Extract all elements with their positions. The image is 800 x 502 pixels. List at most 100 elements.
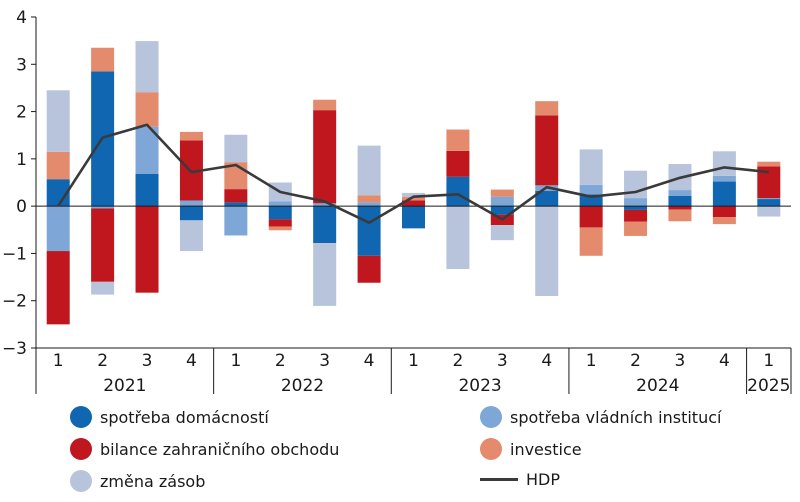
x-tick-label: 1: [408, 351, 419, 371]
x-tick-label: 2: [97, 351, 108, 371]
bar-segment: [135, 126, 159, 174]
legend-label: spotřeba domácností: [100, 407, 269, 427]
x-tick-label: 4: [541, 351, 552, 371]
y-tick-label: 1: [16, 150, 27, 170]
bar-segment: [313, 203, 337, 207]
x-tick-label: 4: [719, 351, 730, 371]
legend-label: investice: [510, 439, 582, 459]
legend-label: změna zásob: [100, 471, 206, 491]
bar-segment: [490, 196, 514, 207]
bar-segment: [668, 206, 692, 210]
legend-item-inventory: změna zásob: [70, 470, 205, 492]
legend-label: spotřeba vládních institucí: [510, 407, 722, 427]
bar-segment: [357, 206, 381, 256]
bar-segment: [135, 206, 159, 293]
x-tick-label: 2: [630, 351, 641, 371]
bar-segment: [579, 149, 603, 185]
y-tick-label: 2: [16, 103, 27, 123]
y-tick-label: −2: [2, 292, 27, 312]
x-tick-label: 1: [763, 351, 774, 371]
bar-segment: [135, 41, 159, 93]
legend-swatch: [70, 438, 92, 460]
y-tick-label: −3: [2, 339, 27, 359]
bar-segment: [268, 201, 292, 207]
bar-segment: [624, 198, 648, 207]
x-tick-label: 1: [230, 351, 241, 371]
year-label: 2021: [103, 376, 146, 396]
bar-segment: [179, 206, 203, 221]
year-label: 2022: [281, 376, 324, 396]
bar-segment: [91, 208, 115, 282]
legend-swatch: [70, 406, 92, 428]
bar-segment: [446, 206, 470, 270]
bar-segment: [402, 196, 425, 201]
legend-label: HDP: [526, 470, 560, 489]
year-label: 2024: [636, 376, 679, 396]
bar-segment: [357, 255, 381, 283]
legend-label: bilance zahraničního obchodu: [100, 439, 340, 459]
bar-segment: [402, 200, 425, 207]
bar-segment: [46, 206, 70, 252]
bar-segment: [446, 129, 470, 151]
legend-item-gdp: HDP: [480, 470, 560, 489]
bar-segment: [579, 194, 603, 207]
bar-segment: [624, 221, 648, 236]
bar-segment: [91, 47, 115, 72]
bar-segment: [757, 206, 781, 217]
bar-segment: [446, 176, 470, 207]
bar-segment: [490, 206, 514, 215]
legend-line-swatch: [480, 478, 518, 481]
bar-segment: [357, 202, 381, 207]
bar-segment: [224, 134, 248, 163]
bar-segment: [46, 151, 70, 180]
y-tick-label: 3: [16, 55, 27, 75]
bar-segment: [757, 198, 781, 200]
bar-segment: [712, 206, 736, 218]
bar-segment: [224, 202, 248, 207]
bar-segment: [579, 227, 603, 256]
bar-segment: [313, 206, 337, 244]
x-tick-label: 2: [275, 351, 286, 371]
x-tick-label: 3: [675, 351, 686, 371]
bar-segment: [268, 206, 292, 220]
bar-segment: [46, 90, 70, 152]
bar-segment: [402, 206, 425, 229]
bar-segment: [668, 209, 692, 222]
bar-segment: [490, 189, 514, 197]
bar-segment: [224, 189, 248, 203]
bar-segment: [268, 226, 292, 231]
bar-segment: [535, 115, 559, 186]
bar-segment: [91, 206, 115, 209]
year-label: 2023: [458, 376, 501, 396]
bar-segment: [668, 195, 692, 207]
x-tick-label: 1: [53, 351, 64, 371]
bar-segment: [535, 101, 559, 116]
bar-segment: [268, 219, 292, 227]
bar-segment: [624, 209, 648, 222]
bar-segment: [313, 99, 337, 111]
y-tick-label: 4: [16, 8, 27, 28]
bar-segment: [490, 225, 514, 241]
legend-item-trade-balance: bilance zahraničního obchodu: [70, 438, 339, 460]
bar-segment: [91, 281, 115, 295]
bar-segment: [357, 145, 381, 196]
gdp-line: [57, 123, 769, 224]
x-tick-label: 3: [319, 351, 330, 371]
x-tick-label: 2: [452, 351, 463, 371]
bar-segment: [357, 195, 381, 203]
bar-segment: [757, 166, 781, 199]
bar-segment: [535, 191, 559, 207]
year-label: 2025: [747, 376, 790, 396]
bar-segment: [624, 206, 648, 210]
bar-segment: [579, 206, 603, 228]
x-tick-label: 3: [142, 351, 153, 371]
bar-segment: [579, 184, 603, 195]
bar-segment: [668, 190, 692, 196]
bar-segment: [757, 161, 781, 167]
x-tick-label: 3: [497, 351, 508, 371]
bar-segment: [135, 92, 159, 127]
legend-item-government: spotřeba vládních institucí: [480, 406, 721, 428]
legend-swatch: [480, 406, 502, 428]
x-tick-label: 4: [364, 351, 375, 371]
